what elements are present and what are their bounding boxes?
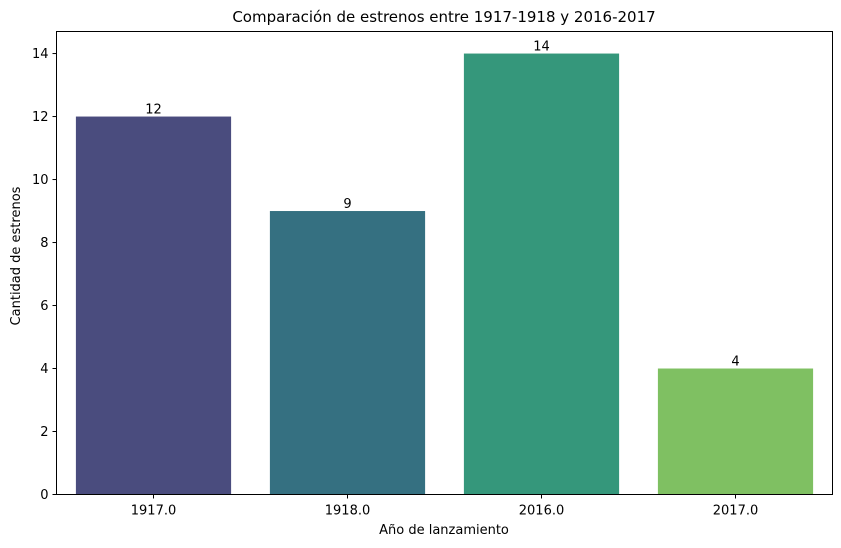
y-tick-label: 6 bbox=[40, 299, 48, 314]
y-tick-label: 0 bbox=[40, 488, 48, 503]
y-tick-label: 4 bbox=[40, 362, 48, 377]
bar-2017.0 bbox=[657, 368, 814, 495]
bar-1917.0 bbox=[75, 116, 232, 495]
bars-group bbox=[75, 53, 814, 495]
x-axis-label: Año de lanzamiento bbox=[379, 523, 509, 538]
y-tick-label: 12 bbox=[32, 110, 49, 125]
bar-value-label: 4 bbox=[731, 355, 739, 370]
x-tick-label: 2016.0 bbox=[519, 504, 565, 519]
bar-value-label: 9 bbox=[343, 197, 351, 212]
y-axis: 0 2 4 6 8 10 12 14 bbox=[32, 47, 57, 503]
bar-value-label: 12 bbox=[145, 103, 162, 118]
x-tick-label: 1918.0 bbox=[325, 504, 371, 519]
y-axis-label: Cantidad de estrenos bbox=[9, 186, 24, 325]
bar-2016.0 bbox=[463, 53, 620, 495]
x-tick-label: 1917.0 bbox=[131, 504, 177, 519]
bar-value-label: 14 bbox=[533, 40, 550, 55]
plot-frame bbox=[56, 31, 833, 495]
bar-labels-group: 12 9 14 4 bbox=[145, 40, 739, 370]
chart-title: Comparación de estrenos entre 1917-1918 … bbox=[232, 8, 655, 26]
bar-1918.0 bbox=[269, 211, 426, 495]
y-tick-label: 14 bbox=[32, 47, 49, 62]
x-tick-label: 2017.0 bbox=[713, 504, 759, 519]
y-tick-label: 8 bbox=[40, 236, 48, 251]
y-tick-label: 2 bbox=[40, 425, 48, 440]
y-tick-label: 10 bbox=[32, 173, 49, 188]
x-axis: 1917.0 1918.0 2016.0 2017.0 bbox=[131, 494, 759, 519]
